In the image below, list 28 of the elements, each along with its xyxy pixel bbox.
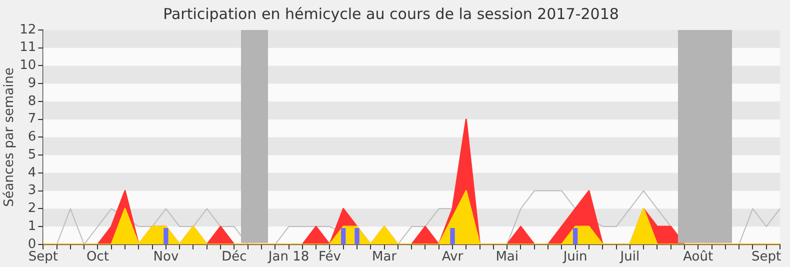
y-tick-label: 9 xyxy=(28,76,36,91)
y-tick-label: 0 xyxy=(28,236,36,252)
y-tick-label: 12 xyxy=(20,22,36,38)
y-tick-label: 3 xyxy=(28,183,36,198)
y-tick-label: 10 xyxy=(20,58,36,74)
x-tick-label: Mai xyxy=(496,250,518,265)
y-tick-label: 8 xyxy=(28,94,36,109)
y-tick-label: 4 xyxy=(28,165,36,180)
x-tick-label: Sept xyxy=(752,250,782,265)
x-tick-label: Mar xyxy=(372,250,398,265)
x-tick-label: Nov xyxy=(153,250,179,265)
y-tick-label: 1 xyxy=(28,218,36,234)
y-axis-title: Séances par semaine xyxy=(2,67,18,207)
x-tick-label: Jan 18 xyxy=(267,250,310,265)
x-tick-label: Oct xyxy=(86,250,109,265)
x-tick-label: Juin xyxy=(562,250,588,265)
x-tick-label: Fév xyxy=(318,250,342,265)
y-tick-label: 2 xyxy=(28,201,36,216)
y-tick-label: 5 xyxy=(28,147,36,162)
y-tick-label: 7 xyxy=(28,112,36,127)
x-tick-label: Août xyxy=(683,250,714,265)
x-tick-label: Avr xyxy=(442,250,464,265)
y-tick-label: 6 xyxy=(28,130,36,145)
x-tick-label: Sept xyxy=(28,250,58,265)
chart-title: Participation en hémicycle au cours de la session 2017-2018 xyxy=(163,4,619,23)
x-tick-label: Juil xyxy=(619,250,640,265)
y-tick-label: 11 xyxy=(20,40,36,56)
x-tick-label: Déc xyxy=(222,250,247,265)
